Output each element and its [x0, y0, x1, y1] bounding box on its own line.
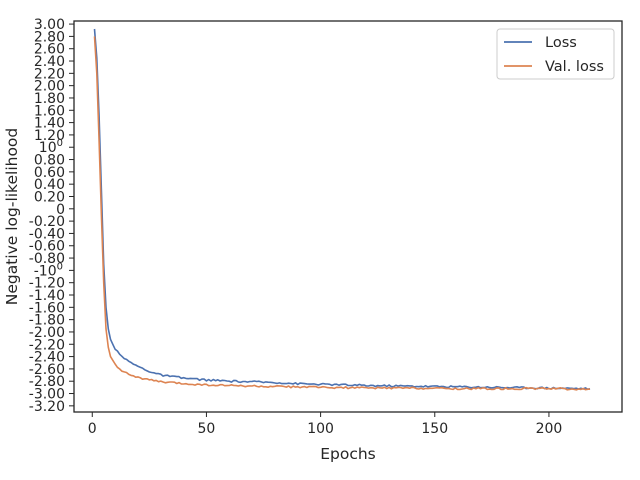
- y-tick-label: 0.40: [34, 177, 65, 193]
- y-tick-label: -2.40: [29, 350, 65, 366]
- y-tick-label: 2.40: [34, 54, 65, 70]
- x-tick-label: 0: [88, 421, 97, 437]
- y-tick-label: -3.20: [29, 399, 65, 415]
- y-tick-label: -0.80: [29, 251, 65, 267]
- y-tick-label: -1.80: [29, 313, 65, 329]
- legend-label: Loss: [545, 35, 577, 51]
- y-tick-label: -0.60: [29, 239, 65, 255]
- y-tick-label: 0.60: [34, 165, 65, 181]
- series-line-loss: [93, 28, 591, 391]
- y-tick-label: -2.80: [29, 374, 65, 390]
- series-line-val-loss: [93, 36, 590, 391]
- legend-label: Val. loss: [545, 59, 604, 75]
- y-tick-label: -0.20: [29, 214, 65, 230]
- y-tick-label: 1.20: [34, 128, 65, 144]
- y-tick-label: -3.00: [29, 387, 65, 403]
- y-tick-label: 100: [39, 138, 63, 156]
- series-layer: [93, 28, 591, 391]
- y-tick-label: -2.00: [29, 325, 65, 341]
- x-axis-ticks: 0 50 100 150 200: [88, 412, 562, 437]
- y-axis-label: Negative log-likelihood: [3, 128, 21, 306]
- y-tick-label: 2.20: [34, 66, 65, 82]
- y-tick-label: 3.00: [34, 17, 65, 33]
- y-tick-label: -1.60: [29, 300, 65, 316]
- y-tick-label: 1.40: [34, 116, 65, 132]
- y-tick-label: -1.20: [29, 276, 65, 292]
- plot-frame: [73, 20, 623, 413]
- y-axis-ticks: 3.002.802.602.402.202.001.801.601.401.20…: [29, 17, 74, 415]
- y-tick-label: 2.60: [34, 42, 65, 58]
- y-tick-label: 2.00: [34, 79, 65, 95]
- y-tick-label: 0.20: [34, 189, 65, 205]
- y-tick-label: -1.40: [29, 288, 65, 304]
- x-tick-label: 100: [307, 421, 334, 437]
- x-tick-label: 50: [198, 421, 216, 437]
- y-tick-label: -2.20: [29, 337, 65, 353]
- x-tick-label: 150: [421, 421, 448, 437]
- x-tick-label: 200: [536, 421, 563, 437]
- x-axis-label: Epochs: [320, 445, 376, 463]
- y-tick-label: 2.80: [34, 29, 65, 45]
- legend: Loss Val. loss: [496, 28, 615, 80]
- y-tick-label: -0.40: [29, 226, 65, 242]
- y-tick-label: -2.60: [29, 362, 65, 378]
- y-tick-label: 1.60: [34, 103, 65, 119]
- y-tick-label: 0.80: [34, 153, 65, 169]
- y-tick-label: 0: [56, 202, 65, 218]
- y-tick-label: 1.80: [34, 91, 65, 107]
- y-tick-label: -100: [34, 261, 63, 279]
